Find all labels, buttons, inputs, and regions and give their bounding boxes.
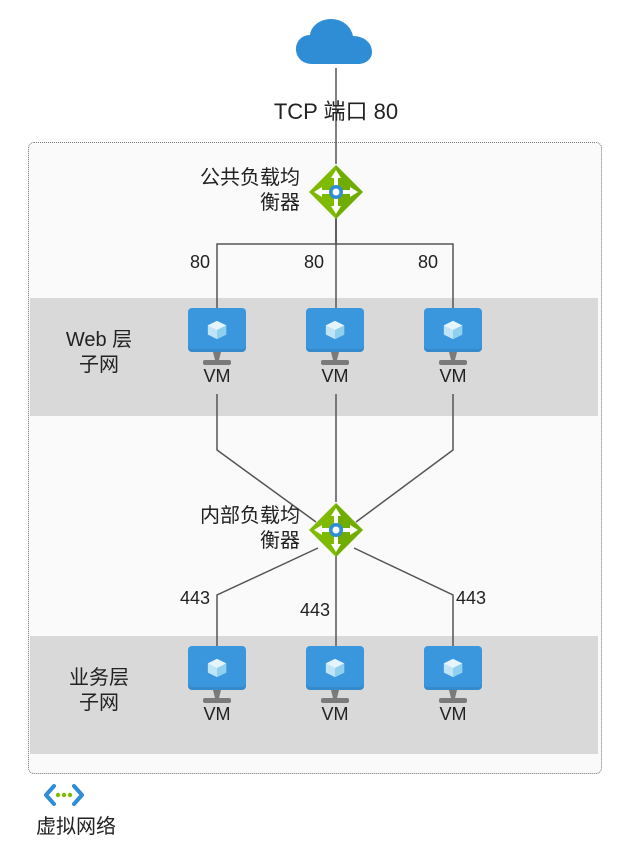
public-lb-label-l1: 公共负载均 [200, 167, 300, 189]
internal-lb-label: 内部负载均 衡器 [170, 504, 300, 554]
port-label-web-1: 80 [190, 252, 210, 273]
vnet-label: 虚拟网络 [36, 810, 116, 839]
web-vm-2: VM [306, 308, 364, 387]
internal-lb-icon [308, 502, 364, 558]
port-label-biz-1: 443 [180, 588, 210, 609]
web-tier-label-l2: 子网 [79, 354, 119, 376]
port-label-biz-3: 443 [456, 588, 486, 609]
web-vm-3: VM [424, 308, 482, 387]
biz-vm-3: VM [424, 646, 482, 725]
web-vm-1: VM [188, 308, 246, 387]
biz-vm-2: VM [306, 646, 364, 725]
public-lb-icon [308, 164, 364, 220]
vm-icon [424, 646, 482, 704]
port-label-web-3: 80 [418, 252, 438, 273]
public-lb-label: 公共负载均 衡器 [170, 166, 300, 216]
vm-icon [306, 646, 364, 704]
port-label-biz-2: 443 [300, 600, 330, 621]
vm-icon [306, 308, 364, 366]
internal-lb-label-l2: 衡器 [260, 530, 300, 552]
biz-tier-label-l2: 子网 [79, 692, 119, 714]
web-tier-label-l1: Web 层 [66, 329, 132, 351]
port-label-web-2: 80 [304, 252, 324, 273]
biz-tier-label: 业务层 子网 [44, 666, 154, 716]
public-lb-label-l2: 衡器 [260, 192, 300, 214]
vnet-icon [44, 782, 84, 808]
biz-vm-1: VM [188, 646, 246, 725]
web-tier-label: Web 层 子网 [44, 328, 154, 378]
internal-lb-label-l1: 内部负载均 [200, 505, 300, 527]
biz-tier-label-l1: 业务层 [69, 667, 129, 689]
vm-icon [424, 308, 482, 366]
vm-icon [188, 646, 246, 704]
diagram-canvas: TCP 端口 80 公共负载均 衡器 80 80 80 Web 层 子网 [0, 0, 632, 845]
top-edge-label: TCP 端口 80 [206, 94, 466, 126]
cloud-icon [292, 14, 376, 70]
vm-icon [188, 308, 246, 366]
